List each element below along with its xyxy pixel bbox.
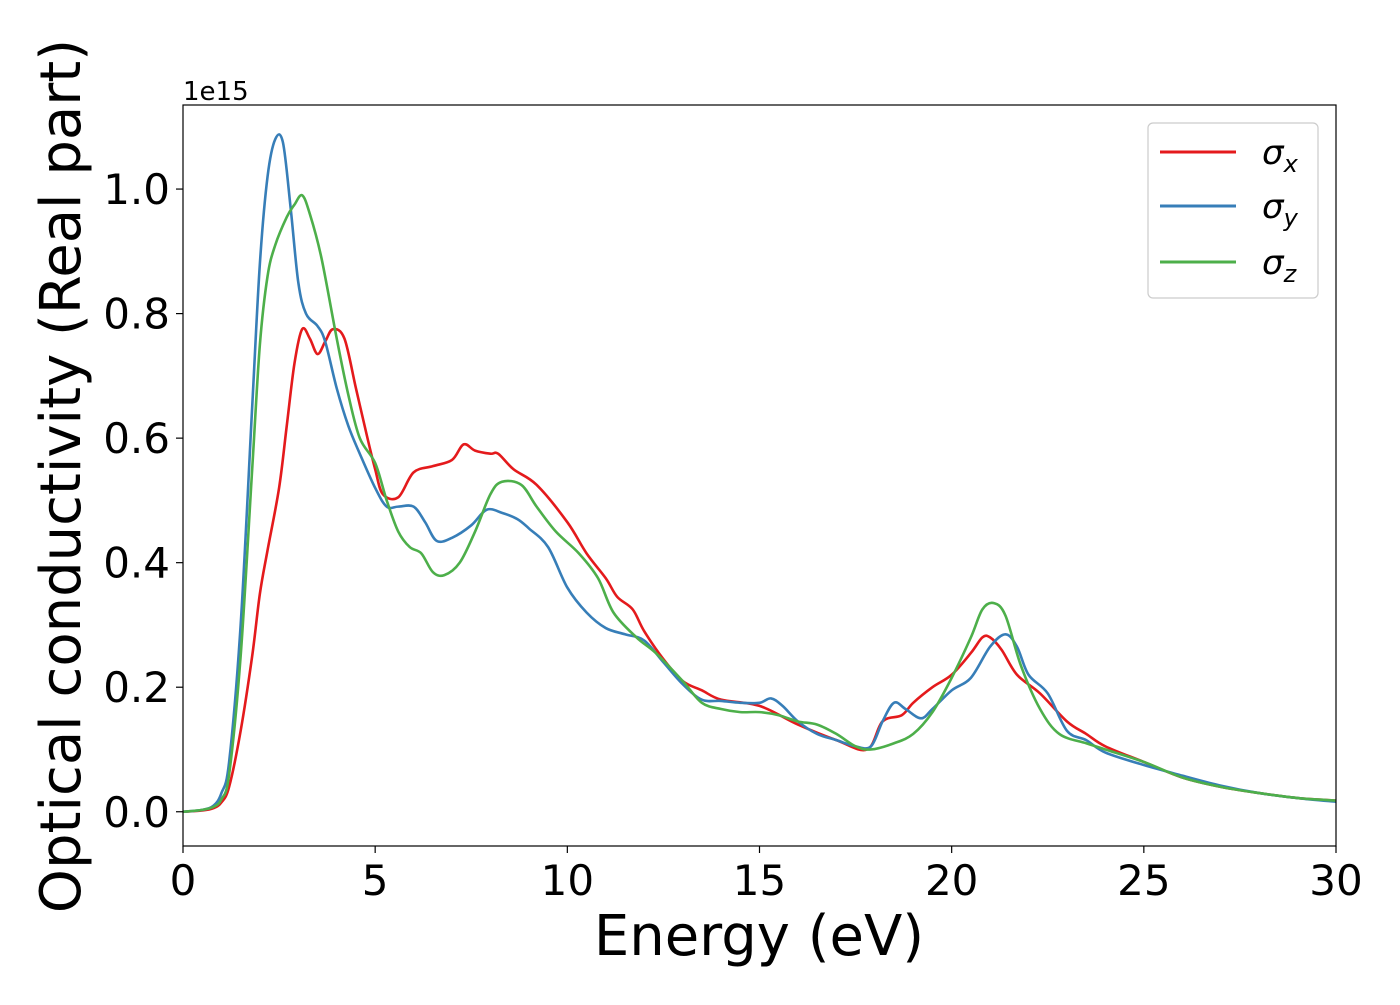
series-line-sigma-z: [183, 193, 1336, 814]
x-tick-label: 30: [1309, 856, 1362, 905]
legend-subscript-sigma-z: z: [1283, 260, 1298, 288]
legend-label-sigma-x: σx: [1262, 133, 1299, 178]
legend-label-sigma-z: σz: [1262, 243, 1298, 288]
y-tick-label: 0.6: [103, 414, 170, 463]
y-tick-label: 0.8: [103, 290, 170, 339]
y-tick-label: 0.2: [103, 663, 170, 712]
y-tick-label: 0.0: [103, 788, 170, 837]
x-tick-label: 10: [541, 856, 594, 905]
legend-symbol-sigma-y: σ: [1262, 187, 1285, 227]
legend-box: [1147, 122, 1319, 299]
x-axis-label: Energy (eV): [594, 904, 924, 969]
y-tick-label: 0.4: [103, 539, 170, 588]
y-axis-label: Optical conductivity (Real part): [29, 39, 94, 913]
x-tick-label: 25: [1117, 856, 1170, 905]
legend-subscript-sigma-y: y: [1283, 204, 1299, 232]
y-tick-label: 1.0: [103, 165, 170, 214]
legend: σx σy σz: [1147, 122, 1319, 299]
series-layer: [183, 133, 1336, 814]
y-offset-text: 1e15: [183, 77, 249, 107]
series-line-sigma-x: [183, 326, 1336, 814]
x-tick-label: 0: [170, 856, 197, 905]
legend-subscript-sigma-x: x: [1283, 150, 1299, 178]
legend-label-sigma-y: σy: [1262, 187, 1299, 232]
x-tick-label: 20: [925, 856, 978, 905]
x-tick-label: 5: [362, 856, 389, 905]
legend-symbol-sigma-x: σ: [1262, 133, 1285, 173]
legend-symbol-sigma-z: σ: [1262, 243, 1285, 283]
x-tick-label: 15: [733, 856, 786, 905]
ticks-layer: 0 5 10 15 20 25 30 0.0 0.2 0.4 0.6 0.8 1.0: [103, 165, 1363, 905]
series-line-sigma-y: [183, 133, 1336, 814]
